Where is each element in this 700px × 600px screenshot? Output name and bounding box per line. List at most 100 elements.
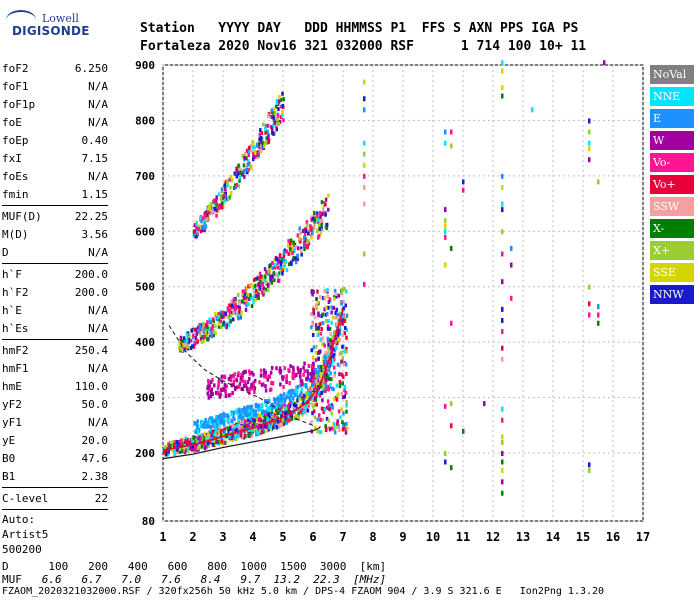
echo-point — [219, 319, 222, 324]
echo-point — [189, 346, 193, 351]
echo-point — [225, 183, 228, 188]
echo-point — [232, 298, 235, 303]
echo-point — [299, 246, 303, 251]
echo-point — [209, 440, 212, 445]
echo-point — [223, 382, 227, 387]
param-row: foF2 6.250 — [2, 60, 108, 78]
echo-point — [243, 151, 247, 156]
echo-point — [267, 282, 270, 287]
echo-point — [284, 406, 287, 411]
echo-point — [281, 394, 284, 399]
echo-point — [238, 314, 241, 319]
isolated-echo-point — [588, 140, 591, 146]
echo-point — [270, 381, 273, 386]
logo-lowell-text: Lowell — [42, 12, 79, 25]
echo-point — [205, 213, 209, 218]
echo-point — [249, 431, 253, 436]
echo-point — [267, 414, 271, 419]
param-value: 2.38 — [81, 470, 109, 483]
echo-point — [285, 376, 288, 381]
echo-point — [253, 283, 257, 288]
echo-point — [279, 115, 283, 120]
echo-point — [277, 408, 281, 413]
logo-digisonde-text: DIGISONDE — [12, 24, 90, 38]
echo-point — [250, 304, 254, 309]
isolated-echo-point — [501, 306, 504, 312]
echo-point — [222, 387, 226, 392]
echo-point — [327, 387, 331, 392]
echo-point — [273, 110, 277, 115]
echo-point — [288, 393, 291, 398]
echo-point — [291, 390, 295, 395]
echo-point — [250, 404, 253, 409]
legend: NoVal NNE E W Vo- Vo+ SSW X- X+ SSE NNW — [650, 65, 694, 307]
echo-point — [245, 423, 249, 428]
echo-point — [231, 317, 235, 322]
echo-point — [214, 311, 217, 316]
x-tick-label: 8 — [369, 530, 376, 544]
echo-point — [317, 311, 320, 316]
param-value: N/A — [88, 98, 108, 111]
echo-point — [187, 441, 190, 446]
echo-point — [217, 377, 221, 382]
echo-point — [208, 333, 212, 338]
echo-point — [323, 343, 326, 348]
echo-point — [292, 368, 295, 373]
echo-point — [203, 436, 206, 441]
param-value: N/A — [88, 362, 108, 375]
echo-point — [171, 448, 174, 453]
echo-point — [244, 369, 247, 374]
echo-point — [180, 449, 184, 454]
echo-point — [205, 323, 208, 328]
echo-point — [264, 370, 268, 375]
echo-point — [278, 423, 281, 428]
echo-point — [340, 407, 343, 412]
x-tick-label: 2 — [189, 530, 196, 544]
echo-point — [180, 347, 183, 352]
echo-point — [218, 423, 221, 428]
echo-point — [310, 225, 313, 230]
echo-point — [317, 326, 320, 331]
echo-point — [210, 330, 213, 335]
echo-point — [220, 313, 223, 318]
echo-point — [184, 345, 187, 350]
echo-point — [302, 244, 306, 249]
echo-point — [332, 422, 336, 427]
echo-point — [269, 427, 273, 432]
echo-point — [212, 438, 216, 443]
echo-point — [258, 380, 261, 385]
echo-point — [325, 311, 329, 316]
echo-point — [221, 322, 225, 327]
legend-item: SSE — [650, 263, 694, 282]
echo-point — [257, 418, 260, 423]
param-label: foF1 — [2, 80, 29, 93]
echo-point — [232, 382, 235, 387]
echo-point — [310, 401, 314, 406]
echo-point — [317, 226, 320, 231]
echo-point — [222, 412, 226, 417]
echo-point — [330, 377, 333, 382]
echo-point — [324, 359, 327, 364]
echo-point — [306, 239, 309, 244]
param-value: 0.40 — [81, 134, 109, 147]
echo-point — [214, 206, 217, 211]
echo-point — [217, 380, 220, 385]
echo-point — [199, 215, 202, 220]
echo-point — [217, 427, 221, 432]
echo-point — [332, 365, 336, 370]
echo-point — [292, 256, 296, 261]
echo-point — [333, 373, 336, 378]
echo-point — [260, 136, 263, 141]
echo-point — [243, 433, 247, 438]
echo-point — [261, 412, 264, 417]
echo-point — [224, 394, 228, 399]
isolated-echo-point — [450, 423, 453, 429]
echo-point — [338, 427, 341, 432]
echo-point — [184, 342, 188, 347]
echo-point — [272, 123, 275, 128]
echo-point — [300, 387, 304, 392]
echo-point — [210, 387, 214, 392]
echo-point — [324, 427, 328, 432]
echo-point — [215, 195, 218, 200]
echo-point — [341, 321, 344, 326]
